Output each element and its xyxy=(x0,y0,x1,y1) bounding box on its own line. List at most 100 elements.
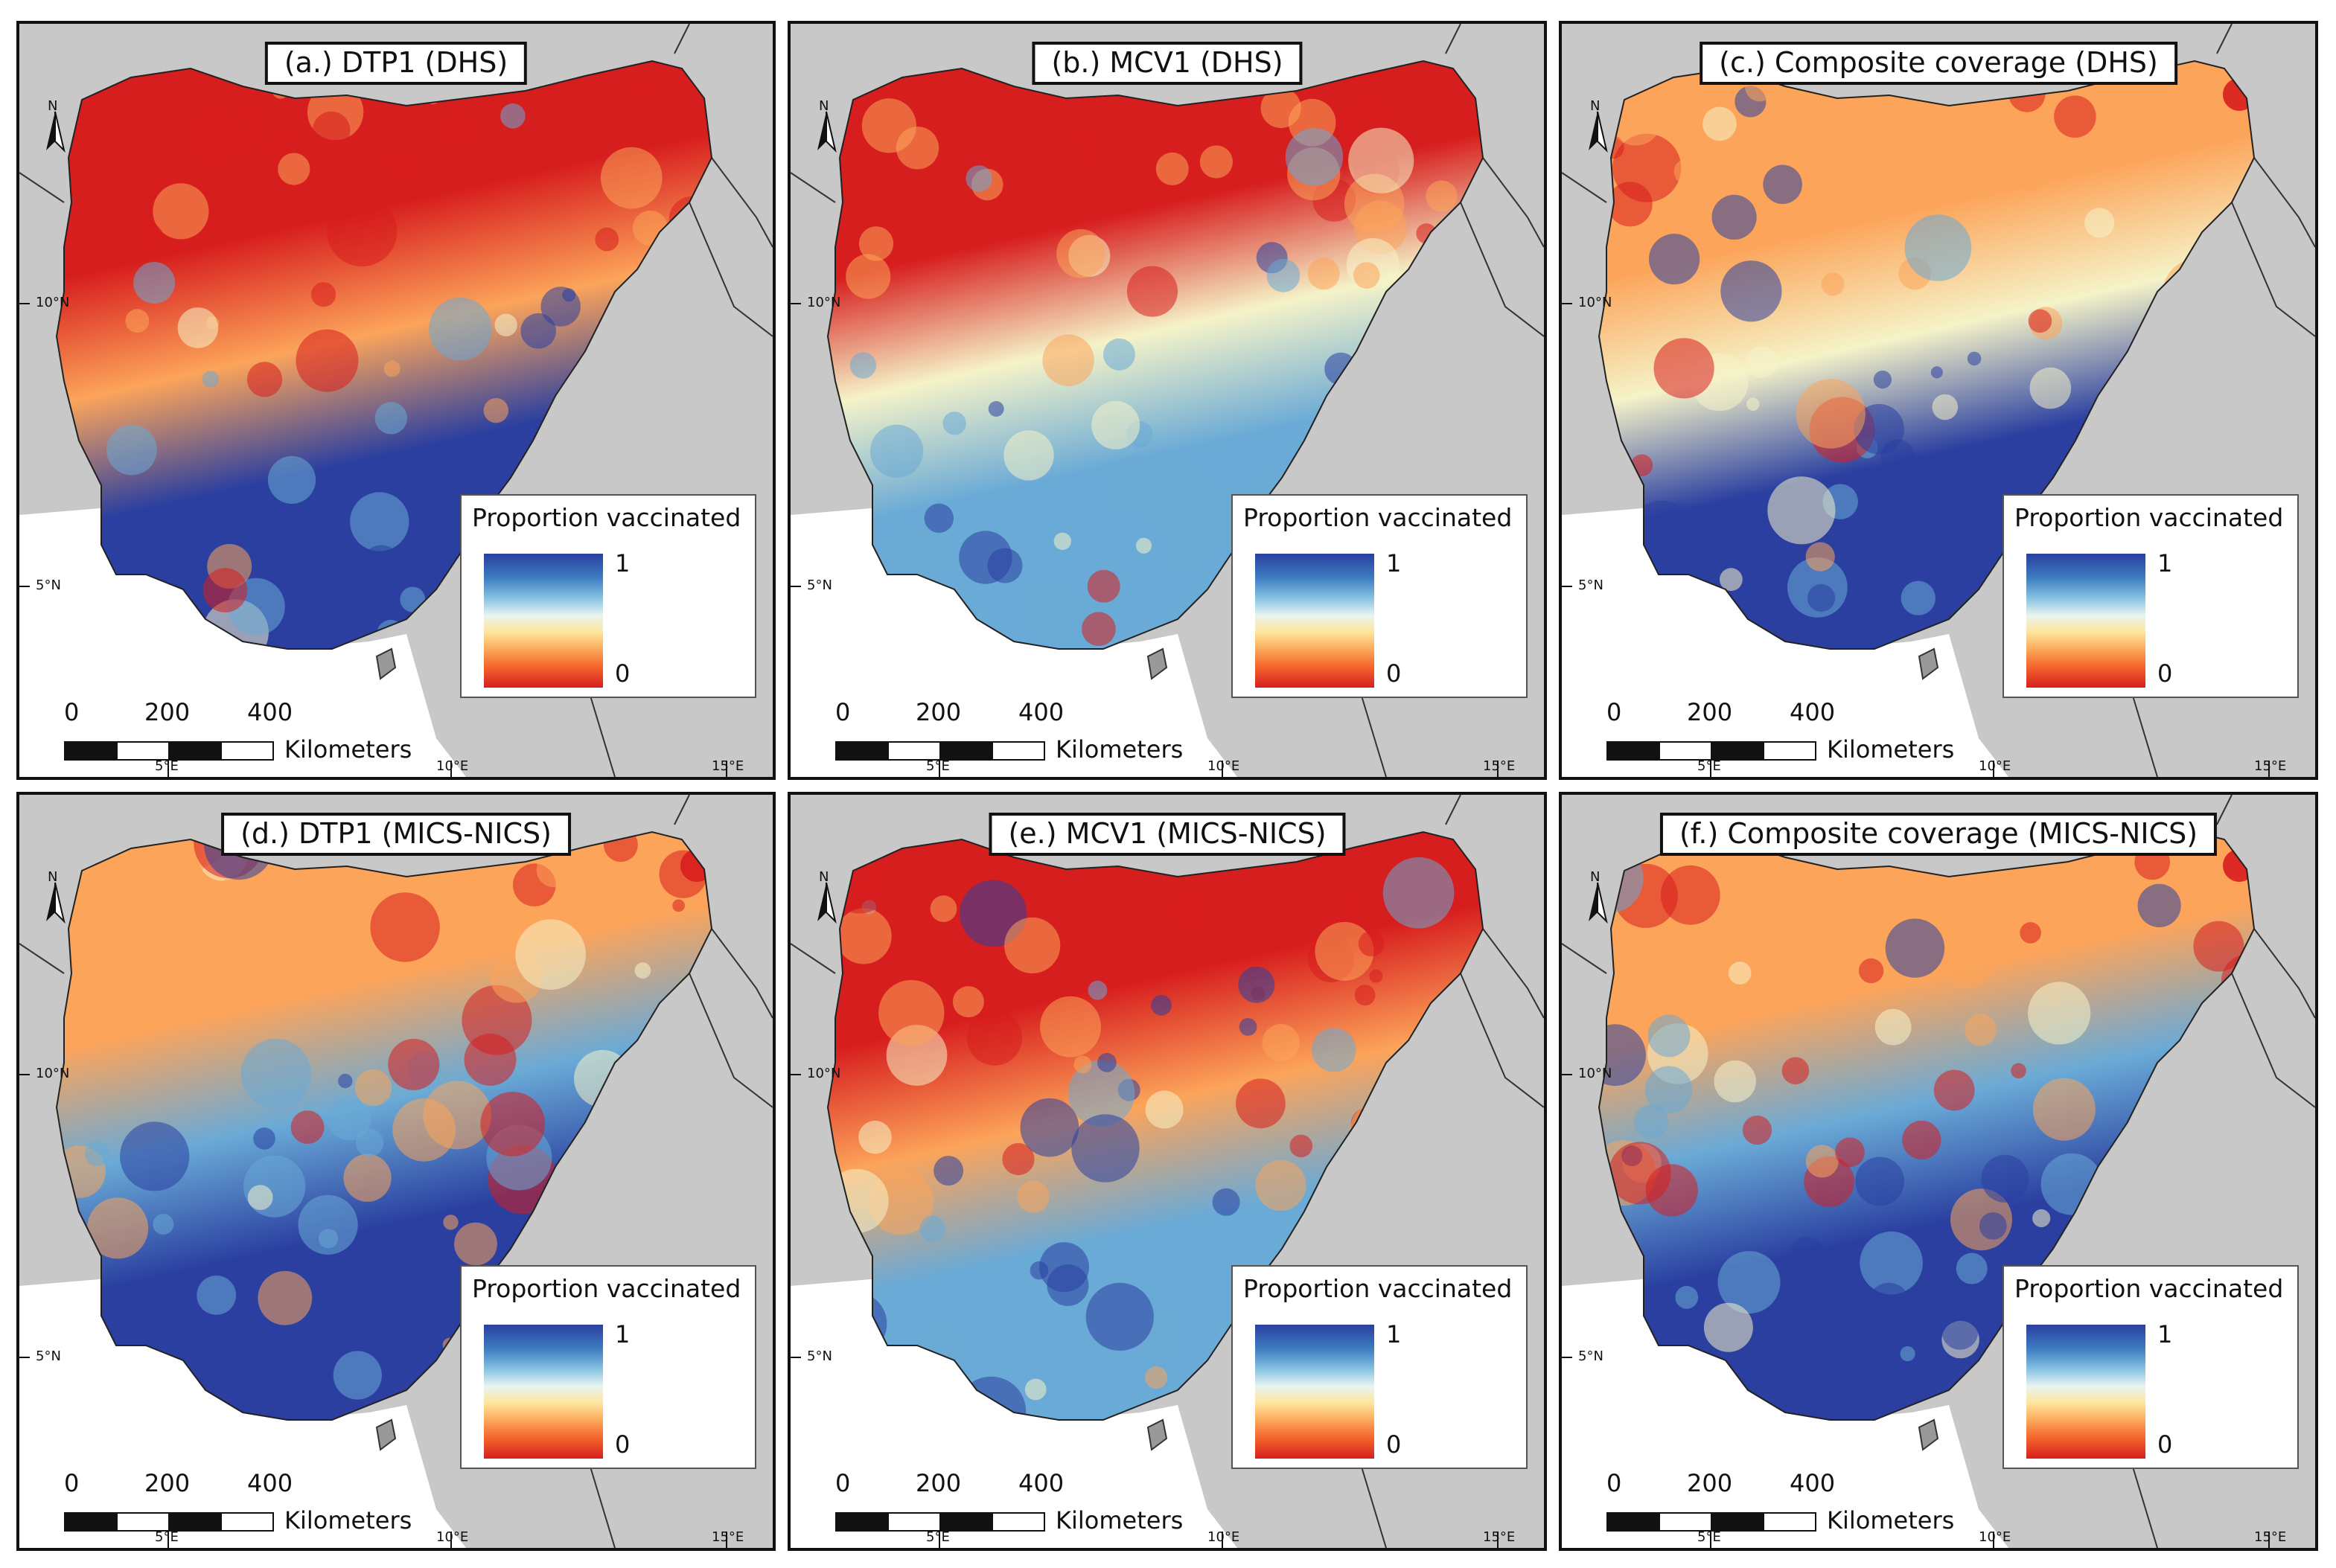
raster-patch xyxy=(612,1145,680,1213)
raster-patch xyxy=(1004,917,1061,973)
raster-patch xyxy=(1126,266,1178,317)
raster-patch xyxy=(1673,159,1700,185)
legend-color-ramp xyxy=(2026,1325,2145,1459)
raster-patch xyxy=(1002,1143,1035,1176)
nigeria-outline xyxy=(1598,60,2256,650)
lon-label-15e: 15°E xyxy=(1483,1529,1516,1545)
raster-patch xyxy=(2207,1089,2254,1150)
nigeria-outline xyxy=(826,60,1484,650)
legend-max-label: 1 xyxy=(1386,1320,1402,1348)
raster-patch xyxy=(2125,109,2157,141)
raster-patch xyxy=(1024,1378,1047,1401)
country-border xyxy=(19,172,65,203)
map-panel-a: (a.) DTP1 (DHS) N 10°N 5°N 5°E 10°E 15°E… xyxy=(16,21,776,780)
raster-patch xyxy=(2163,259,2230,326)
raster-patch xyxy=(1902,1120,1941,1159)
raster-patch xyxy=(247,1185,273,1210)
raster-patch xyxy=(642,274,704,335)
scale-tick-200: 200 xyxy=(144,698,191,726)
raster-patch xyxy=(1885,918,1945,978)
raster-patch xyxy=(919,1215,946,1242)
raster-patch xyxy=(1647,1014,1691,1057)
scale-unit: Kilometers xyxy=(284,735,412,764)
raster-patch xyxy=(144,1299,162,1316)
raster-patch xyxy=(858,1120,892,1154)
raster-patch xyxy=(1395,434,1420,458)
raster-patch xyxy=(202,568,248,612)
raster-patch xyxy=(988,400,1004,417)
raster-patch xyxy=(1335,886,1372,923)
raster-patch xyxy=(1053,532,1071,550)
country-border xyxy=(2231,202,2315,337)
raster-patch xyxy=(878,979,945,1046)
raster-patch xyxy=(483,397,508,423)
raster-patch xyxy=(1348,127,1414,193)
raster-patch xyxy=(672,899,685,912)
raster-patch xyxy=(1835,1137,1865,1168)
raster-patch xyxy=(2164,324,2198,358)
sea-area xyxy=(1562,1279,1785,1548)
raster-patch xyxy=(1717,1251,1781,1314)
lat-label-5n: 5°N xyxy=(1578,1348,1603,1364)
raster-patch xyxy=(290,1110,325,1145)
country-border xyxy=(1460,973,1544,1108)
raster-patch xyxy=(202,371,220,388)
scale-segment xyxy=(992,1512,1045,1532)
scale-segment xyxy=(1606,1512,1660,1532)
nigeria-shape xyxy=(1599,61,2254,649)
raster-patch xyxy=(1266,258,1301,292)
raster-patch xyxy=(1155,152,1189,185)
raster-patch xyxy=(1796,379,1866,449)
lon-label-15e: 15°E xyxy=(2254,1529,2287,1545)
sea-area xyxy=(243,634,466,777)
raster-patch xyxy=(500,103,526,129)
raster-patch xyxy=(120,1121,190,1191)
raster-patch xyxy=(1068,1060,1135,1127)
raster-patch xyxy=(1382,857,1455,929)
raster-patch xyxy=(1868,1282,1910,1325)
raster-patch xyxy=(604,832,638,863)
lat-label-10n: 10°N xyxy=(1578,295,1612,310)
scale-unit: Kilometers xyxy=(1056,735,1184,764)
lat-label-5n: 5°N xyxy=(36,1348,61,1364)
raster-patch xyxy=(1805,542,1835,572)
raster-patch xyxy=(153,183,209,240)
raster-patch xyxy=(1900,1346,1915,1362)
raster-patch xyxy=(1728,961,1752,985)
legend-min-label: 0 xyxy=(1386,659,1402,688)
raster-patch xyxy=(84,1141,110,1167)
country-border xyxy=(711,928,773,1019)
scale-segment xyxy=(1606,741,1660,761)
lon-label-5e: 5°E xyxy=(926,758,950,774)
raster-patch xyxy=(1199,145,1233,179)
sea-area xyxy=(791,1279,1014,1548)
legend-max-label: 1 xyxy=(615,549,631,577)
scale-segment xyxy=(64,741,118,761)
legend: Proportion vaccinated 1 0 xyxy=(2002,1265,2299,1469)
raster-patch xyxy=(849,352,877,379)
legend-title: Proportion vaccinated xyxy=(1243,503,1513,532)
raster-patch xyxy=(2028,982,2091,1045)
raster-patch xyxy=(858,226,894,261)
raster-patch xyxy=(1042,334,1094,386)
raster-patch xyxy=(1307,257,1340,290)
lon-label-5e: 5°E xyxy=(155,758,179,774)
country-border xyxy=(1562,943,1607,974)
sea-area xyxy=(1785,1405,2008,1548)
raster-patch xyxy=(2013,156,2049,191)
raster-patch xyxy=(298,1194,358,1255)
raster-patch xyxy=(680,849,712,882)
raster-patch xyxy=(1634,1104,1669,1139)
country-border xyxy=(2231,973,2315,1108)
country-border xyxy=(674,24,690,54)
raster-patch xyxy=(1312,1028,1356,1072)
raster-patch xyxy=(1212,1188,1240,1216)
scale-tick-0: 0 xyxy=(835,698,851,726)
raster-patch xyxy=(2011,1063,2026,1079)
sea-area xyxy=(791,508,1014,777)
country-border xyxy=(19,943,65,974)
scale-segment xyxy=(992,741,1045,761)
raster-patch xyxy=(1423,321,1456,353)
scale-segment xyxy=(835,1512,889,1532)
